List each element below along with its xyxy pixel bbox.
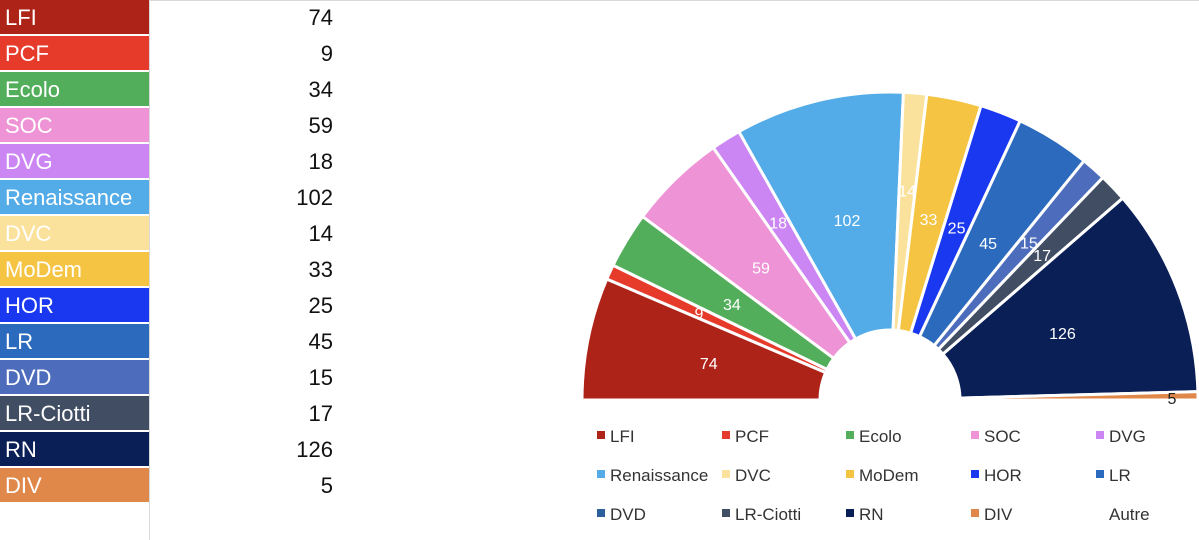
table-row: DVD 15 — [0, 360, 340, 396]
legend-swatch — [597, 470, 605, 478]
legend-label: Renaissance — [610, 466, 708, 485]
legend-swatch — [597, 509, 605, 517]
party-cell: Ecolo — [0, 72, 149, 107]
seat-table: LFI 74 PCF 9 Ecolo 34 SOC 59 DVG 18 Renaissance 102… — [0, 0, 340, 504]
legend-label: RN — [859, 505, 884, 524]
table-row: SOC 59 — [0, 108, 340, 144]
data-label: 74 — [700, 356, 718, 373]
legend-swatch — [722, 470, 730, 478]
legend-swatch — [597, 431, 605, 439]
seats-cell: 45 — [308, 329, 333, 354]
data-label: 59 — [752, 260, 770, 277]
seats-cell: 74 — [308, 5, 333, 30]
table-row: RN 126 — [0, 432, 340, 468]
data-label: 14 — [898, 184, 916, 201]
party-cell: LR — [0, 324, 149, 359]
legend-label: Autre — [1109, 505, 1150, 524]
legend-label: DIV — [984, 505, 1013, 524]
party-cell: MoDem — [0, 252, 149, 287]
legend-label: SOC — [984, 427, 1021, 446]
legend-label: LR — [1109, 466, 1131, 485]
legend-swatch — [1096, 470, 1104, 478]
party-cell: DVD — [0, 360, 149, 395]
seats-cell: 59 — [308, 113, 333, 138]
data-label: 18 — [769, 215, 787, 232]
legend-swatch — [722, 431, 730, 439]
legend-swatch — [846, 470, 854, 478]
seats-cell: 34 — [308, 77, 333, 102]
table-row: MoDem 33 — [0, 252, 340, 288]
legend-label: LR-Ciotti — [735, 505, 801, 524]
seats-cell: 14 — [308, 221, 333, 246]
segment-div — [958, 390, 1199, 402]
data-label: 17 — [1033, 248, 1051, 265]
seats-cell: 126 — [296, 437, 333, 462]
legend-label: HOR — [984, 466, 1022, 485]
legend-label: MoDem — [859, 466, 919, 485]
party-cell: LFI — [0, 0, 149, 35]
seats-cell: 18 — [308, 149, 333, 174]
legend-label: DVG — [1109, 427, 1146, 446]
table-row: HOR 25 — [0, 288, 340, 324]
legend-swatch — [846, 509, 854, 517]
table-row: LR-Ciotti 17 — [0, 396, 340, 432]
legend-label: LFI — [610, 427, 635, 446]
seats-cell: 25 — [308, 293, 333, 318]
data-label: 25 — [948, 220, 966, 237]
table-row: Ecolo 34 — [0, 72, 340, 108]
grid-column-line — [149, 0, 150, 540]
legend-swatch — [846, 431, 854, 439]
party-cell: DVG — [0, 144, 149, 179]
data-label: 5 — [1168, 391, 1177, 408]
table-row: LR 45 — [0, 324, 340, 360]
party-cell: Renaissance — [0, 180, 149, 215]
seats-cell: 102 — [296, 185, 333, 210]
segment-renaissance — [736, 90, 905, 342]
segment-rn — [940, 196, 1199, 400]
table-row: LFI 74 — [0, 0, 340, 36]
party-cell: RN — [0, 432, 149, 467]
party-cell: DVC — [0, 216, 149, 251]
table-row: DVG 18 — [0, 144, 340, 180]
seats-cell: 17 — [308, 401, 333, 426]
legend-swatch — [971, 509, 979, 517]
legend-label: DVD — [610, 505, 646, 524]
seats-cell: 15 — [308, 365, 333, 390]
seats-cell: 9 — [320, 41, 333, 66]
data-label: 9 — [695, 306, 704, 323]
legend-swatch — [1096, 431, 1104, 439]
legend-swatch — [722, 509, 730, 517]
legend-label: DVC — [735, 466, 771, 485]
data-label: 45 — [979, 236, 997, 253]
data-label: 126 — [1049, 326, 1076, 343]
legend-label: Ecolo — [859, 427, 902, 446]
legend-swatch — [971, 431, 979, 439]
seats-cell: 5 — [320, 473, 333, 498]
table-row: PCF 9 — [0, 36, 340, 72]
legend-label: PCF — [735, 427, 769, 446]
table-row: Renaissance 102 — [0, 180, 340, 216]
party-cell: DIV — [0, 468, 149, 503]
data-label: 33 — [920, 212, 938, 229]
data-label: 102 — [834, 213, 861, 230]
grid-top-line — [150, 0, 1199, 1]
party-cell: PCF — [0, 36, 149, 71]
seats-cell: 33 — [308, 257, 333, 282]
table-row: DIV 5 — [0, 468, 340, 504]
party-cell: SOC — [0, 108, 149, 143]
party-cell: HOR — [0, 288, 149, 323]
party-cell: LR-Ciotti — [0, 396, 149, 431]
table-row: DVC 14 — [0, 216, 340, 252]
data-label: 34 — [723, 297, 741, 314]
legend-swatch — [971, 470, 979, 478]
